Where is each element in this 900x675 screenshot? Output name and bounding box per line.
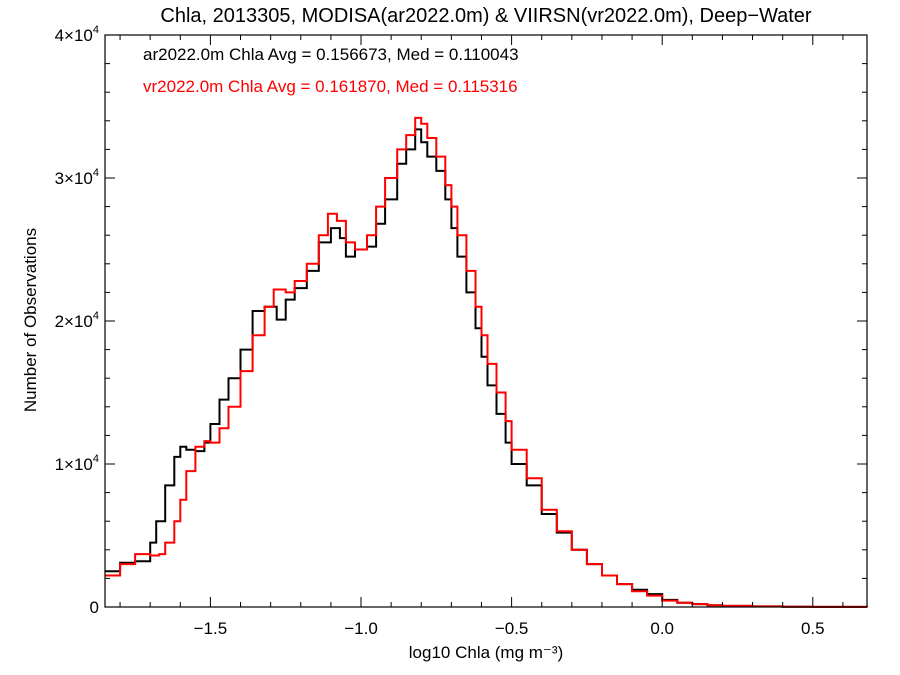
y-tick-base: 1×10 (55, 455, 93, 474)
series-line-0 (105, 128, 868, 608)
x-axis-label: log10 Chla (mg m⁻³) (409, 643, 563, 662)
y-tick-exponent: 4 (93, 24, 99, 36)
plot-frame (104, 34, 868, 608)
x-tick-label: −1.0 (344, 619, 378, 638)
x-tick-label: −1.5 (194, 619, 228, 638)
x-tick-label: −0.5 (495, 619, 529, 638)
series-line-1 (105, 116, 868, 608)
y-tick-label: 4×104 (55, 24, 99, 45)
y-tick-base: 4×10 (55, 26, 93, 45)
series-layer (105, 116, 868, 608)
y-tick-label: 1×104 (55, 453, 99, 474)
x-tick-label: 0.0 (650, 619, 674, 638)
y-tick-base: 2×10 (55, 312, 93, 331)
annotation-vr2022: vr2022.0m Chla Avg = 0.161870, Med = 0.1… (143, 77, 518, 96)
y-tick-base: 0 (90, 598, 99, 617)
y-tick-exponent: 4 (93, 167, 99, 179)
y-tick-base: 3×10 (55, 169, 93, 188)
x-tick-label: 0.5 (801, 619, 825, 638)
y-tick-exponent: 4 (93, 310, 99, 322)
chart-title: Chla, 2013305, MODISA(ar2022.0m) & VIIRS… (160, 5, 812, 27)
y-tick-label: 0 (90, 598, 99, 617)
y-tick-label: 3×104 (55, 167, 99, 188)
y-tick-label: 2×104 (55, 310, 99, 331)
annotation-ar2022: ar2022.0m Chla Avg = 0.156673, Med = 0.1… (143, 45, 519, 64)
y-tick-exponent: 4 (93, 453, 99, 465)
y-axis-label: Number of Observations (21, 228, 40, 412)
